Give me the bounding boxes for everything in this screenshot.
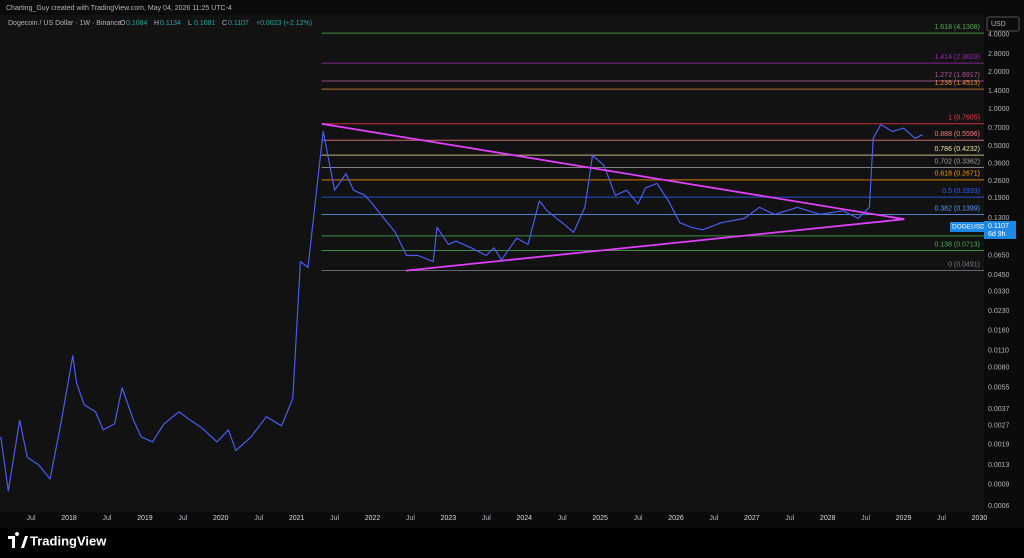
y-tick-label: 0.0650 [988,252,1010,259]
price-tag-value: 0.1107 [988,223,1009,230]
y-tick-label: 2.0000 [988,69,1010,76]
y-tick-label: 0.0013 [988,462,1010,469]
fib-label: 0.5 (0.1933) [942,188,980,195]
price-tag [984,220,1016,239]
x-tick-label: Jul [709,515,718,522]
x-tick-label: Jul [178,515,187,522]
x-tick-label: Jul [254,515,263,522]
price-tag-countdown: 6d 9h [988,231,1006,238]
x-tick-label: 2027 [744,515,760,522]
brand-logo [8,532,28,548]
x-tick-label: Jul [785,515,794,522]
x-tick-label: 2023 [441,515,457,522]
brand: TradingView [30,533,107,548]
fib-label: 1.414 (2.3629) [934,54,980,61]
symbol-tag-label: DOGEUSD [952,224,985,231]
x-tick-label: 2019 [137,515,153,522]
y-tick-label: 1.0000 [988,106,1010,113]
ohlc-key: C [222,20,227,27]
ohlc-value: 0.1107 [228,20,249,27]
y-tick-label: 1.4000 [988,88,1010,95]
x-tick-label: Jul [102,515,111,522]
ohlc-value: 0.1084 [126,20,148,27]
x-tick-label: 2018 [61,515,77,522]
currency-box [986,16,1020,32]
x-tick-label: 2030 [972,515,988,522]
y-tick-label: 0.0450 [988,272,1010,279]
fib-label: 0.136 (0.0713) [934,241,980,248]
y-tick-label: 0.0055 [988,385,1010,392]
trendline [321,122,905,221]
x-tick-label: Jul [634,515,643,522]
fib-label: 0 (0.0491) [948,261,980,268]
watermark: Charting_Guy created with TradingView.co… [6,5,232,12]
trendline [405,218,905,272]
x-tick-label: Jul [861,515,870,522]
axis: 4.0000 2.8000 2.0000 1.4000 1.0000 0.7000 0.50… [984,32,1016,510]
fib-label: 0.702 (0.3362) [934,158,980,165]
x-tick-label: 2024 [516,515,532,522]
y-tick-label: 0.1300 [988,215,1010,222]
ohlc-value: 0.1134 [160,20,181,27]
x-tick-label: 2025 [592,515,608,522]
fib-label: 1.272 (1.6917) [934,72,980,79]
y-tick-label: 0.0037 [988,406,1010,413]
change: +0.0023 (+2.12%) [256,20,312,27]
y-tick-label: 4.0000 [988,32,1010,39]
fib-label: 1 (0.7605) [948,115,980,122]
y-tick-label: 0.3600 [988,161,1010,168]
x-tick-label: 2029 [896,515,912,522]
y-tick-label: 0.0080 [988,365,1010,372]
symbol: Dogecoin / US Dollar · 1W · Binance [8,20,122,27]
x-tick-label: Jul [558,515,567,522]
y-tick-label: 0.0019 [988,441,1010,448]
y-tick-label: 0.0009 [988,481,1010,488]
x-tick-label: Jul [406,515,415,522]
footer [0,528,1024,558]
fib-label: 1.236 (1.4513) [934,80,980,87]
y-tick-label: 0.5000 [988,143,1010,150]
x-tick-label: Jul [482,515,491,522]
ohlc-key: O [120,20,126,27]
x-tick-label: 2026 [668,515,684,522]
y-tick-label: 0.1900 [988,195,1010,202]
fib-label: 1.618 (4.1308) [934,24,980,31]
symbol-tag [950,221,984,232]
x-tick-label: Jul [27,515,36,522]
y-tick-label: 0.2600 [988,178,1010,185]
x-tick-label: 2028 [820,515,836,522]
ohlc-key: H [154,20,159,27]
y-tick-label: 2.8000 [988,51,1010,58]
price-axis [984,15,1024,512]
y-tick-label: 0.0110 [988,347,1009,354]
x-tick-label: Jul [937,515,946,522]
ohlc-key: L [188,20,192,27]
y-tick-label: 0.0006 [988,503,1010,510]
y-tick-label: 0.7000 [988,125,1010,132]
x-tick-label: 2020 [213,515,229,522]
fib-label: 0.382 (0.1399) [934,205,980,212]
price-line [0,123,923,492]
y-tick-label: 0.0160 [988,327,1010,334]
plot-area [0,15,984,512]
y-tick-label: 0.0027 [988,423,1010,430]
overlay: DOGEUSD [950,221,985,232]
fib-label: 0.786 (0.4232) [934,146,980,153]
plot: 1.618 (4.1308) 1.414 (2.3629) 1.272 (1.691… [0,24,984,492]
ohlc: O 0.1084 H 0.1134 L 0.1081 C 0.1107 +0.0023 (+2.… [120,20,312,27]
fib-label: 0.618 (0.2671) [934,171,980,178]
x-tick-label: 2021 [289,515,305,522]
x-tick-label: Jul [330,515,339,522]
ohlc-value: 0.1081 [194,20,216,27]
currency: USD [991,21,1006,28]
x-tick-label: 2022 [365,515,381,522]
y-tick-label: 0.0230 [988,308,1010,315]
y-tick-label: 0.0330 [988,289,1010,296]
fib-label: 0.888 (0.5596) [934,131,980,138]
